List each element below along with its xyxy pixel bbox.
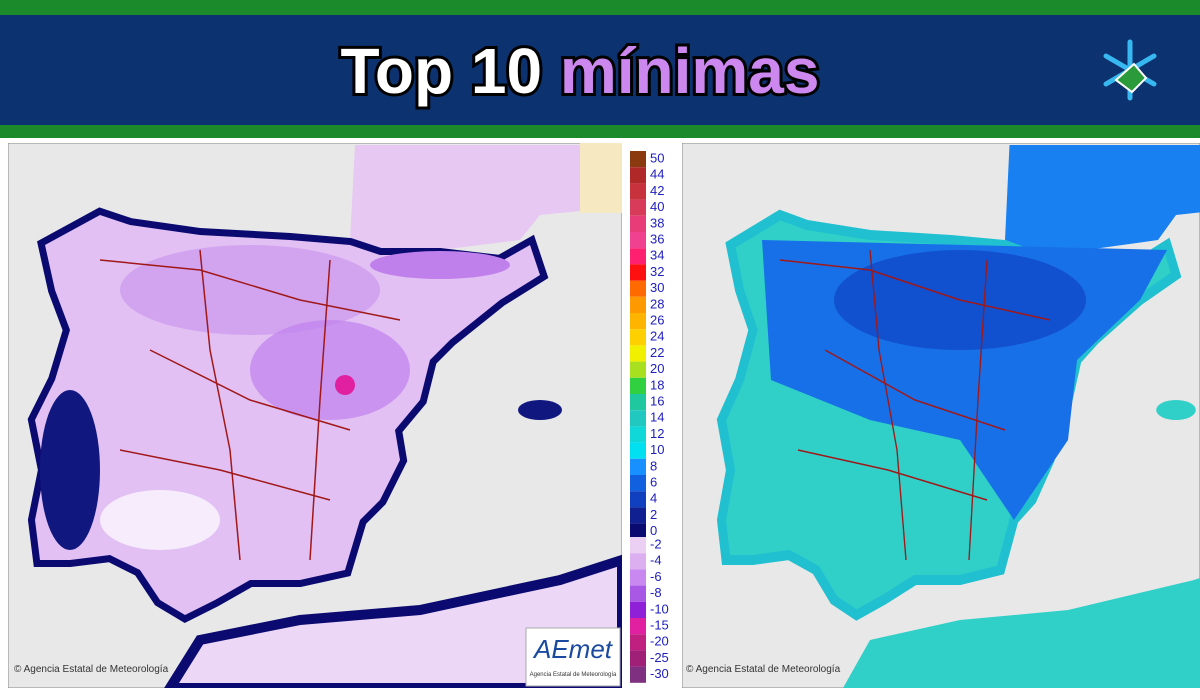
legend-swatch [630,618,646,635]
legend-swatch [630,199,646,216]
legend-label: 6 [650,475,657,490]
legend-label: 30 [650,280,664,295]
credit: © Agencia Estatal de Meteorología [14,664,169,675]
legend-label: -15 [650,618,669,633]
legend-label: 20 [650,361,664,376]
legend-label: -2 [650,537,662,552]
credit-text: Agencia Estatal de Meteorología [24,664,169,675]
legend-swatch [630,650,646,667]
legend-label: 24 [650,329,664,344]
top-strip [0,0,1200,15]
legend-label: 28 [650,296,664,311]
snowflake-icon [1103,39,1157,101]
legend-label: 18 [650,377,664,392]
legend-swatch [630,442,646,459]
legend-swatch [630,553,646,570]
legend-label: 32 [650,264,664,279]
legend-label: 26 [650,313,664,328]
legend-swatch [630,232,646,249]
legend: 5044424038363432302826242220181614121086… [624,143,680,688]
legend-label: 36 [650,232,664,247]
legend-label: 22 [650,345,664,360]
legend-label: -20 [650,634,669,649]
legend-label: 0 [650,523,657,538]
legend-label: -6 [650,569,662,584]
legend-swatch [630,313,646,330]
legend-label: -25 [650,650,669,665]
title-part: Top 10 [341,35,543,107]
legend-label: 14 [650,410,664,425]
legend-label: 34 [650,248,664,263]
legend-swatch [630,345,646,362]
logo: AEmet [532,634,614,664]
credit-text: Agencia Estatal de Meteorología [696,664,841,675]
legend-swatch [630,361,646,378]
legend-swatch [630,458,646,475]
legend-swatch [630,634,646,651]
legend-label: 8 [650,458,657,473]
legend-label: 16 [650,394,664,409]
legend-swatch [630,151,646,168]
left-map: AEmet Agencia Estatal de Meteorología © … [8,143,622,688]
credit: © Agencia Estatal de Meteorología [686,664,841,675]
legend-label: 4 [650,491,657,506]
legend-swatch [630,280,646,297]
legend-label: 10 [650,442,664,457]
legend-swatch [630,569,646,586]
legend-swatch [630,215,646,232]
legend-swatch [630,426,646,443]
legend-swatch [630,601,646,618]
title-part: mínimas [560,35,820,107]
legend-label: 40 [650,199,664,214]
legend-swatch [630,394,646,411]
legend-swatch [630,167,646,184]
legend-swatch [630,329,646,346]
legend-swatch [630,523,646,540]
legend-swatch [630,475,646,492]
legend-swatch [630,410,646,427]
legend-label: -8 [650,585,662,600]
legend-label: -10 [650,601,669,616]
legend-label: 42 [650,183,664,198]
legend-swatch [630,491,646,508]
legend-label: 44 [650,167,664,182]
legend-label: 2 [650,507,657,522]
legend-swatch [630,248,646,265]
logo-subtitle: Agencia Estatal de Meteorología [530,672,617,678]
legend-swatch [630,377,646,394]
legend-label: 50 [650,151,664,166]
legend-label: -4 [650,553,662,568]
legend-label: -30 [650,666,669,681]
bottom-strip [0,125,1200,138]
legend-swatch [630,507,646,524]
legend-label: 38 [650,215,664,230]
legend-swatch [630,537,646,554]
legend-swatch [630,183,646,200]
legend-label: 12 [650,426,664,441]
title: Top 10 mínimas [341,35,820,107]
legend-swatch [630,666,646,683]
legend-swatch [630,264,646,281]
right-map: © Agencia Estatal de Meteorología [682,143,1200,688]
legend-swatch [630,585,646,602]
legend-swatch [630,296,646,313]
header-band [0,15,1200,125]
